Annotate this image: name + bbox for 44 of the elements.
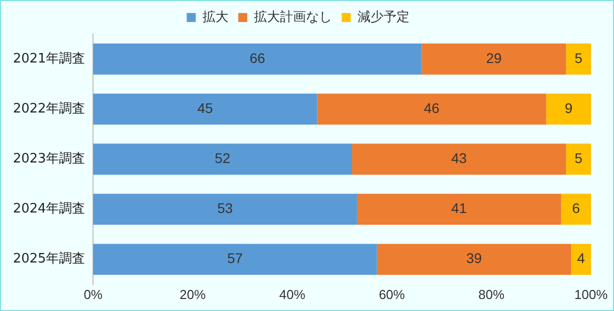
data-label: 6 [572,200,580,216]
bar [356,194,562,225]
bar [546,94,591,125]
x-tick-label: 80% [478,286,505,302]
x-tick-label: 100% [574,286,608,302]
data-label: 9 [564,100,573,116]
legend-label: 減少予定 [357,10,410,25]
y-tick-label: 2025年調査 [12,252,86,267]
x-tick-label: 0% [84,286,103,302]
bar [93,194,357,225]
x-tick-label: 20% [180,286,206,302]
data-label: 41 [451,200,468,216]
x-tick-label: 60% [378,286,406,302]
bar [93,44,422,75]
y-tick-label: 2022年調査 [12,101,86,116]
data-label: 46 [424,100,440,116]
y-tick-label: 2024年調査 [12,202,86,217]
data-label: 5 [574,50,583,66]
bar [566,144,591,175]
bar [376,244,572,275]
bar [317,94,546,125]
data-label: 5 [574,150,583,166]
data-label: 43 [451,150,468,166]
bar [93,244,377,275]
data-label: 39 [466,250,482,266]
bar [571,244,591,275]
data-label: 66 [250,50,266,66]
data-label: 53 [217,200,234,216]
bar [93,94,318,125]
bar [566,44,591,75]
y-tick-label: 2021年調査 [12,51,86,66]
bar [93,144,352,175]
x-tick-label: 40% [279,286,306,302]
data-label: 52 [214,150,231,166]
legend-label: 拡大 [202,10,228,25]
data-label: 57 [227,250,243,266]
data-label: 45 [197,100,214,116]
data-label: 29 [486,50,502,66]
bar [561,194,591,225]
y-tick-label: 2023年調査 [12,152,86,167]
bar [352,144,566,175]
legend-label: 拡大計画なし [254,10,332,25]
bar [422,44,566,75]
data-label: 4 [577,250,586,266]
